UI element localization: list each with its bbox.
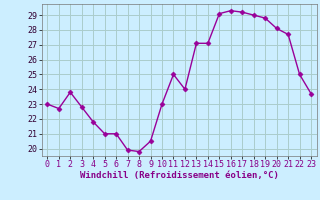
X-axis label: Windchill (Refroidissement éolien,°C): Windchill (Refroidissement éolien,°C) bbox=[80, 171, 279, 180]
